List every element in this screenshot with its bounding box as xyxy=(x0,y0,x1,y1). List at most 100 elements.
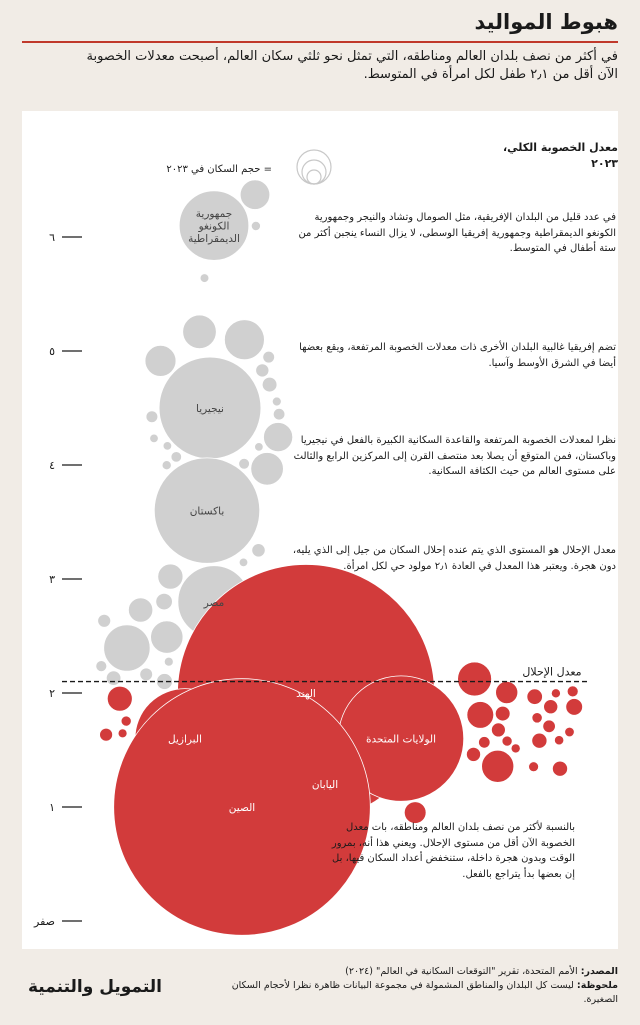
page-subtitle: في أكثر من نصف بلدان العالم ومناطقه، الت… xyxy=(86,49,619,82)
country-bubble xyxy=(107,685,133,712)
country-bubble xyxy=(139,667,153,682)
country-bubble xyxy=(495,681,519,704)
annotation-nigeria-pakistan: نظرا لمعدلات الخصوبة المرتفعة والقاعدة ا… xyxy=(293,435,616,477)
country-bubble xyxy=(273,408,286,421)
size-legend-text: = حجم السكان في ٢٠٢٣ xyxy=(166,164,272,175)
country-bubble xyxy=(531,732,548,749)
country-bubble xyxy=(551,688,561,699)
country-bubble xyxy=(182,314,217,349)
y-axis-label: معدل الخصوبة الكلي، ٢٠٢٣ xyxy=(502,141,618,170)
country-bubble xyxy=(144,345,177,377)
country-bubble xyxy=(157,563,184,590)
country-bubble xyxy=(466,747,481,762)
title-rule xyxy=(22,41,618,43)
country-label: نيجيريا xyxy=(196,403,224,415)
country-bubble xyxy=(526,688,543,705)
country-bubble xyxy=(262,351,275,364)
country-bubble xyxy=(552,760,568,777)
country-bubble xyxy=(238,458,250,470)
country-bubble xyxy=(491,722,506,738)
country-label: اليابان xyxy=(312,779,338,791)
page-title: هبوط المواليد xyxy=(474,10,618,34)
y-tick-label: ٤ xyxy=(49,459,55,472)
country-bubble xyxy=(251,221,261,231)
country-bubble xyxy=(128,597,154,623)
country-bubble xyxy=(501,735,513,747)
size-legend-circle xyxy=(296,149,332,185)
country-bubble xyxy=(543,699,559,715)
country-bubble xyxy=(495,705,511,722)
country-label: الكونغو xyxy=(198,221,230,233)
country-bubble xyxy=(272,396,282,407)
country-bubble xyxy=(250,452,284,486)
y-tick-label: ٢ xyxy=(49,687,55,700)
source-note: المصدر: الأمم المتحدة، تقرير "التوقعات ا… xyxy=(198,965,618,1007)
country-bubble xyxy=(481,749,515,783)
country-bubble xyxy=(199,273,210,283)
country-bubble xyxy=(262,377,278,393)
country-bubble xyxy=(528,761,539,772)
y-tick-label: صفر xyxy=(33,915,55,928)
country-bubble-labeled xyxy=(113,678,371,936)
country-label: باكستان xyxy=(190,506,225,518)
country-bubble xyxy=(566,685,579,698)
country-bubble xyxy=(565,698,583,716)
footer: التمويل والتنمية المصدر: الأمم المتحدة، … xyxy=(0,957,640,1025)
annotation-africa: تضم إفريقيا غالبية البلدان الأخرى ذات مع… xyxy=(299,342,616,369)
country-bubble xyxy=(542,719,556,733)
country-label: البرازيل xyxy=(168,734,202,746)
country-bubble xyxy=(254,442,264,452)
country-label: جمهورية xyxy=(196,208,232,220)
country-label: الولايات المتحدة xyxy=(366,734,436,746)
y-tick-label: ٦ xyxy=(49,231,55,244)
note-label: ملحوظة: xyxy=(576,980,618,991)
brand-logo: التمويل والتنمية xyxy=(28,977,162,997)
country-bubble-labeled xyxy=(153,457,261,564)
annotation-replacement-rate: معدل الإحلال هو المستوى الذي يتم عنده إح… xyxy=(292,545,616,572)
country-label: الهند xyxy=(296,688,316,700)
country-bubble xyxy=(478,736,491,749)
country-bubble xyxy=(120,715,132,727)
country-bubble xyxy=(145,410,158,423)
size-legend-circle xyxy=(306,169,322,185)
country-bubble xyxy=(99,727,113,742)
country-bubble xyxy=(255,363,270,378)
country-bubble xyxy=(106,670,122,686)
country-bubble xyxy=(404,801,427,824)
y-tick-label: ٣ xyxy=(49,573,55,586)
country-bubble xyxy=(103,624,151,672)
country-label: الديمقراطية xyxy=(188,233,240,245)
source-label: المصدر: xyxy=(580,966,618,977)
country-bubble xyxy=(510,743,521,754)
country-bubble xyxy=(162,441,172,451)
country-bubble xyxy=(97,614,111,628)
replacement-label: معدل الإحلال xyxy=(522,666,581,679)
size-legend-circle xyxy=(301,159,327,185)
annotation-high-fertility: في عدد قليل من البلدان الإفريقية، مثل ال… xyxy=(298,212,616,254)
country-label: الصين xyxy=(229,802,255,814)
country-bubble xyxy=(161,460,172,471)
country-label: مصر xyxy=(203,597,225,609)
country-bubble xyxy=(466,701,494,729)
country-bubble-labeled xyxy=(178,190,250,261)
country-bubble xyxy=(164,656,174,667)
country-bubble xyxy=(554,735,564,746)
country-bubble xyxy=(95,660,108,672)
note-text: ليست كل البلدان والمناطق المشمولة في مجم… xyxy=(231,980,618,1005)
y-tick-label: ٥ xyxy=(49,345,55,358)
country-bubble xyxy=(263,422,293,452)
country-bubble xyxy=(240,179,271,210)
source-text: الأمم المتحدة، تقرير "التوقعات السكانية … xyxy=(345,966,581,977)
country-bubble xyxy=(170,451,182,463)
country-bubble xyxy=(564,726,575,737)
country-bubble xyxy=(457,661,492,697)
country-bubble xyxy=(156,673,173,690)
country-bubble xyxy=(149,433,159,443)
country-bubble xyxy=(150,620,184,654)
country-bubble xyxy=(251,543,266,558)
y-tick-label: ١ xyxy=(49,801,55,814)
country-bubble xyxy=(224,319,265,360)
country-bubble xyxy=(117,728,128,738)
country-bubble xyxy=(531,712,543,724)
